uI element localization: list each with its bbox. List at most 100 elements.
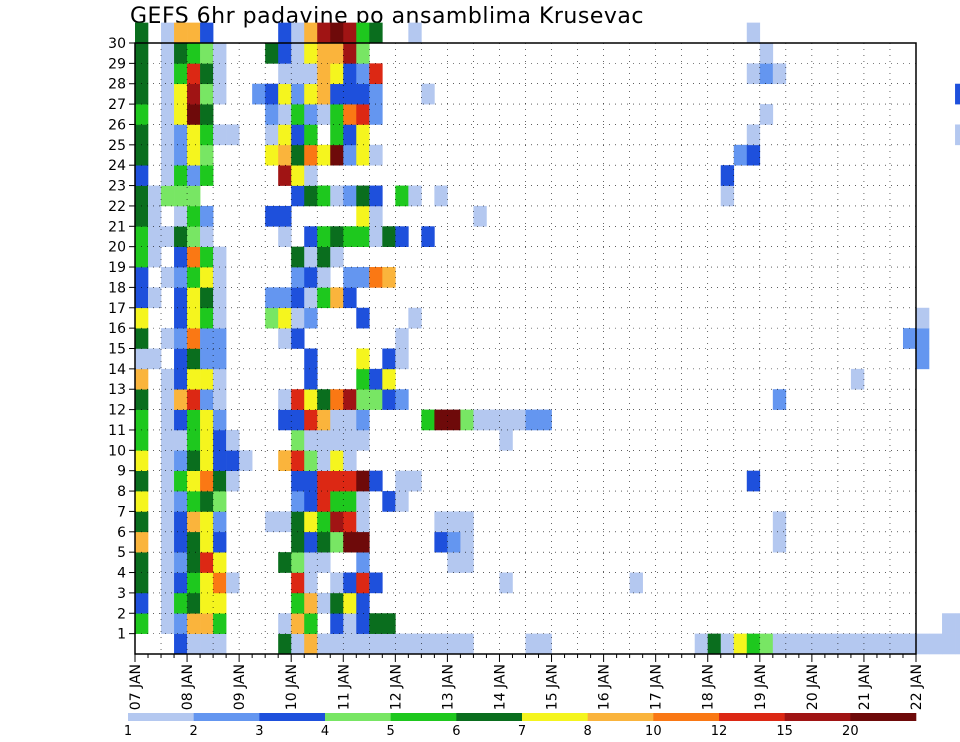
heatmap-cell bbox=[291, 165, 305, 186]
x-tick-label: 21 JAN bbox=[857, 664, 873, 710]
heatmap-cell bbox=[759, 633, 774, 655]
grid-lines bbox=[135, 43, 916, 654]
heatmap-cell bbox=[200, 287, 214, 309]
heatmap-cell bbox=[200, 104, 214, 125]
heatmap-cell bbox=[291, 185, 305, 207]
heatmap-cell bbox=[200, 552, 214, 573]
heatmap-cell bbox=[187, 450, 201, 471]
heatmap-cell bbox=[772, 633, 787, 655]
heatmap-cell bbox=[837, 633, 852, 655]
heatmap-cell bbox=[356, 267, 370, 288]
heatmap-cell bbox=[187, 287, 201, 309]
heatmap-cell bbox=[200, 450, 214, 471]
heatmap-cell bbox=[291, 552, 305, 573]
heatmap-cell bbox=[174, 613, 188, 634]
heatmap-cell bbox=[187, 613, 201, 634]
x-tick-label: 11 JAN bbox=[336, 664, 352, 710]
heatmap-cell bbox=[317, 226, 331, 247]
heatmap-cell bbox=[356, 592, 370, 614]
heatmap-cell bbox=[200, 470, 214, 492]
heatmap-cell bbox=[759, 104, 774, 125]
heatmap-cell bbox=[421, 226, 435, 247]
heatmap-cell bbox=[135, 511, 149, 533]
heatmap-cell bbox=[278, 83, 292, 105]
heatmap-cell bbox=[278, 124, 292, 146]
y-tick-label: 13 bbox=[108, 382, 126, 398]
heatmap-cell bbox=[434, 409, 448, 431]
heatmap-cell bbox=[369, 83, 383, 105]
heatmap-cell bbox=[499, 429, 513, 451]
heatmap-cells bbox=[135, 22, 960, 655]
heatmap-cell bbox=[187, 328, 201, 349]
heatmap-cell bbox=[135, 531, 149, 553]
heatmap-cell bbox=[460, 633, 474, 655]
heatmap-cell bbox=[174, 368, 188, 390]
heatmap-cell bbox=[525, 409, 539, 431]
y-tick-label: 22 bbox=[108, 199, 126, 215]
heatmap-cell bbox=[135, 287, 149, 309]
heatmap-cell bbox=[291, 124, 305, 146]
heatmap-cell bbox=[955, 633, 960, 655]
chart-title: GEFS 6hr padavine po ansamblima Krusevac bbox=[130, 4, 644, 29]
heatmap-cell bbox=[746, 633, 761, 655]
heatmap-cell bbox=[291, 389, 305, 410]
heatmap-cell bbox=[317, 450, 331, 471]
heatmap-cell bbox=[395, 491, 409, 512]
heatmap-cell bbox=[304, 511, 318, 533]
heatmap-cell bbox=[174, 287, 188, 309]
heatmap-cell bbox=[356, 43, 370, 64]
heatmap-cell bbox=[213, 613, 227, 634]
heatmap-cell bbox=[317, 531, 331, 553]
heatmap-cell bbox=[291, 572, 305, 594]
heatmap-cell bbox=[330, 246, 344, 268]
heatmap-cell bbox=[278, 450, 292, 471]
heatmap-cell bbox=[187, 185, 201, 207]
heatmap-cell bbox=[200, 429, 214, 451]
heatmap-cell bbox=[850, 633, 865, 655]
y-tick-label: 18 bbox=[108, 280, 126, 296]
heatmap-cell bbox=[916, 328, 930, 349]
heatmap-cell bbox=[174, 511, 188, 533]
heatmap-cell bbox=[369, 144, 383, 166]
heatmap-cell bbox=[447, 633, 461, 655]
colorbar-swatch bbox=[128, 713, 194, 721]
heatmap-cell bbox=[304, 491, 318, 512]
heatmap-cell bbox=[278, 205, 292, 227]
heatmap-cell bbox=[330, 63, 344, 85]
heatmap-cell bbox=[343, 592, 357, 614]
heatmap-cell bbox=[473, 409, 487, 431]
heatmap-cell bbox=[486, 409, 500, 431]
heatmap-cell bbox=[317, 144, 331, 166]
heatmap-cell bbox=[929, 633, 943, 655]
heatmap-cell bbox=[343, 613, 357, 634]
heatmap-cell bbox=[330, 511, 344, 533]
heatmap-cell bbox=[200, 22, 214, 44]
y-tick-label: 14 bbox=[108, 362, 126, 378]
heatmap-cell bbox=[942, 613, 956, 634]
heatmap-cell bbox=[291, 307, 305, 329]
y-tick-label: 5 bbox=[117, 545, 126, 561]
heatmap-cell bbox=[942, 633, 956, 655]
heatmap-cell bbox=[317, 511, 331, 533]
heatmap-cell bbox=[304, 246, 318, 268]
heatmap-cell bbox=[213, 287, 227, 309]
heatmap-cell bbox=[174, 104, 188, 125]
heatmap-cell bbox=[161, 22, 175, 44]
colorbar-tick-label: 10 bbox=[645, 724, 662, 739]
heatmap-cell bbox=[538, 409, 552, 431]
heatmap-cell bbox=[135, 572, 149, 594]
colorbar-swatch bbox=[259, 713, 326, 721]
heatmap-cell bbox=[291, 144, 305, 166]
heatmap-cell bbox=[291, 592, 305, 614]
heatmap-cell bbox=[161, 409, 175, 431]
heatmap-cell bbox=[343, 83, 357, 105]
heatmap-cell bbox=[278, 552, 292, 573]
heatmap-cell bbox=[200, 491, 214, 512]
heatmap-cell bbox=[317, 409, 331, 431]
heatmap-cell bbox=[226, 450, 240, 471]
heatmap-cell bbox=[304, 368, 318, 390]
heatmap-cell bbox=[785, 633, 800, 655]
heatmap-cell bbox=[746, 124, 761, 146]
heatmap-cell bbox=[447, 552, 461, 573]
heatmap-cell bbox=[343, 267, 357, 288]
